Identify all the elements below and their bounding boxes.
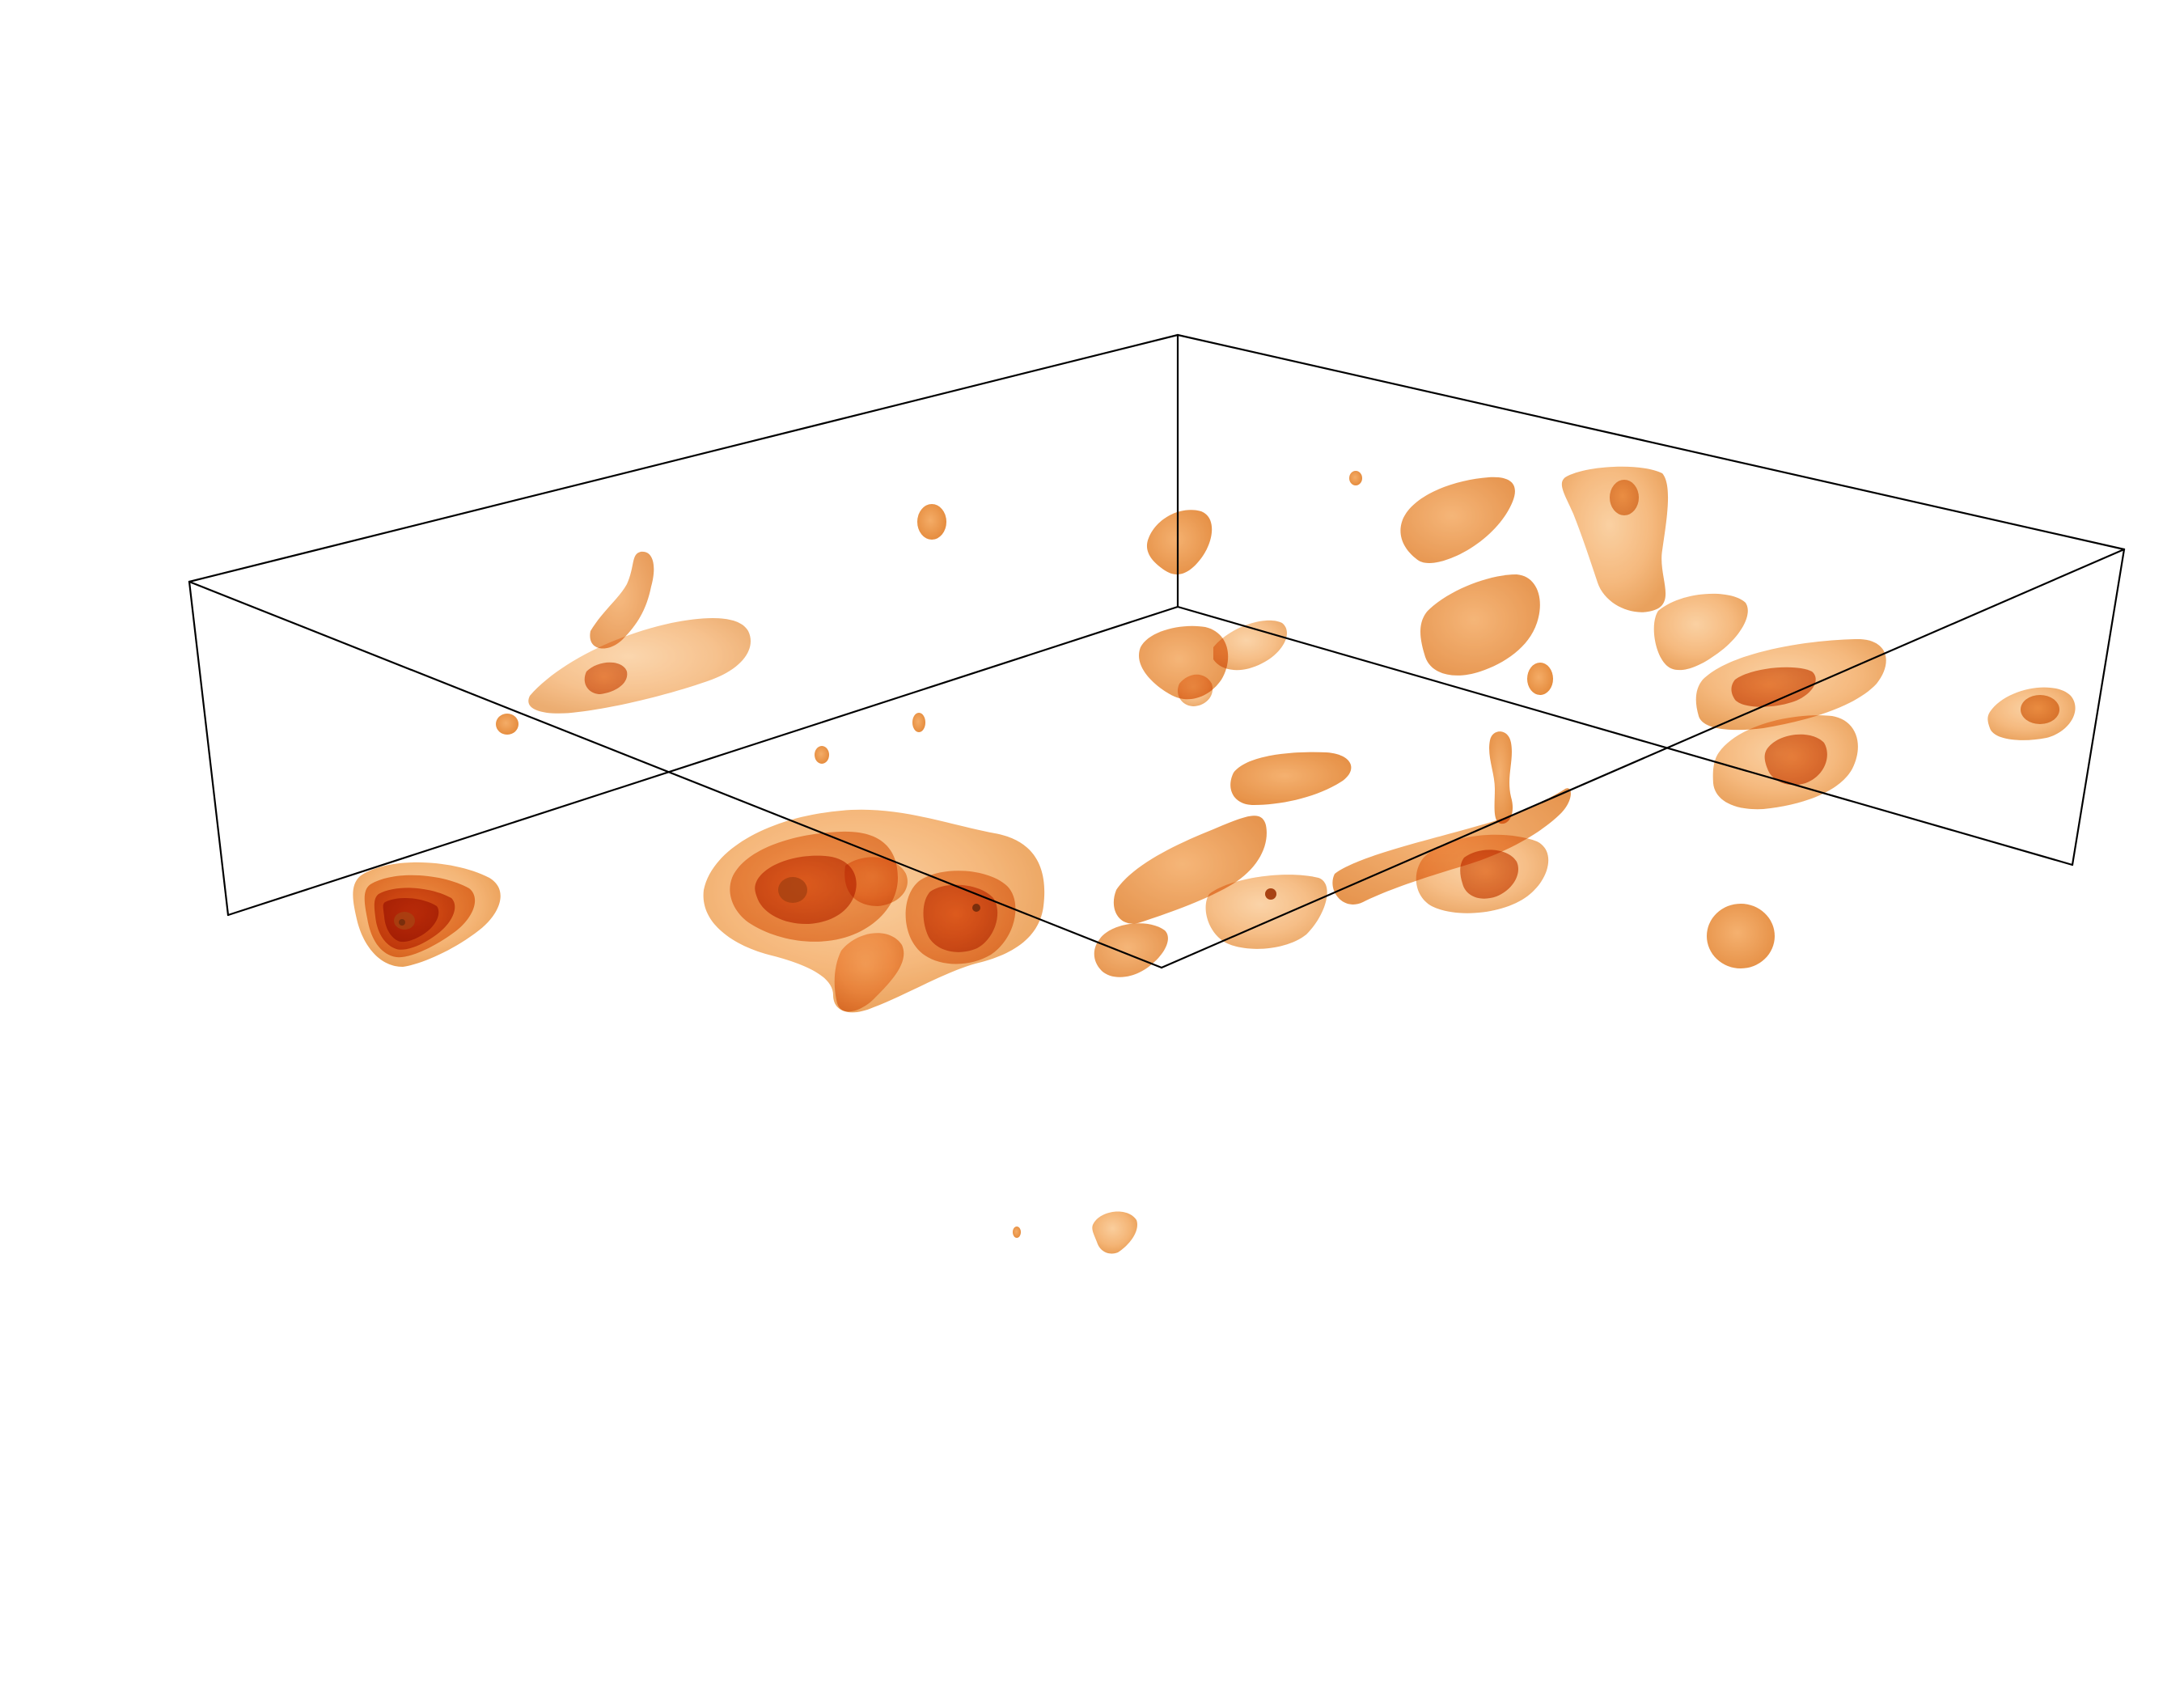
isosurface-cluster-center-right xyxy=(1094,731,1571,977)
isosurface-core xyxy=(778,877,807,903)
isosurface-cluster-upper-left xyxy=(496,551,751,735)
isosurface-core xyxy=(1265,888,1276,900)
isosurface-blob xyxy=(1213,620,1287,671)
isosurface-blob xyxy=(1653,593,1748,671)
isosurface-blob xyxy=(1349,471,1362,485)
isosurface-blob xyxy=(1764,734,1827,786)
isosurface-blob xyxy=(912,713,925,732)
isosurface-blob xyxy=(1113,816,1267,924)
isosurface-blob xyxy=(1230,752,1352,805)
isosurface-blob xyxy=(1013,1227,1021,1238)
isosurface-cluster-center-left xyxy=(703,809,1045,1013)
box-edge-back-bottom-right xyxy=(1176,605,2074,866)
isosurface-blob xyxy=(1092,1211,1137,1254)
isosurface-blob xyxy=(1205,875,1327,949)
isosurface-blob xyxy=(528,618,751,714)
isosurface-core xyxy=(2021,695,2059,724)
isosurface-blob xyxy=(815,746,829,764)
box-edge-back-top-right xyxy=(1176,333,2126,551)
isosurface-core xyxy=(1610,480,1639,515)
isosurface-blob xyxy=(1731,667,1816,707)
isosurface-blob xyxy=(1146,510,1213,574)
isosurface-blob xyxy=(1420,574,1540,676)
box-edge-back-top-left xyxy=(188,333,1179,583)
isosurface-blob xyxy=(1460,850,1519,899)
isosurface-small-blobs xyxy=(815,471,1775,1254)
isosurface-blob xyxy=(844,857,908,906)
isosurface-blob xyxy=(1094,923,1168,977)
isosurface-blob xyxy=(584,662,628,694)
isosurface-core xyxy=(972,904,980,912)
isosurface-blob xyxy=(834,933,904,1012)
box-edge-left-vertical xyxy=(188,580,230,917)
isosurface-blob xyxy=(1707,904,1775,968)
isosurface-cluster-back-top xyxy=(1139,510,1287,706)
isosurface-blob xyxy=(496,714,518,735)
isosurface-blob xyxy=(1489,731,1513,824)
isosurface-blobs xyxy=(353,466,2076,1254)
isosurface-cluster-right xyxy=(1400,466,2076,810)
box-edge-back-bottom-left xyxy=(226,605,1179,917)
isosurface-blob xyxy=(1561,466,1669,612)
isosurface-blob xyxy=(1527,663,1553,695)
box-edge-right-vertical xyxy=(2071,548,2126,866)
isosurface-blob xyxy=(923,884,998,952)
isosurface-core xyxy=(399,919,405,926)
isosurface-cluster-left xyxy=(353,862,501,967)
isosurface-blob xyxy=(1177,674,1213,706)
isosurface-blob xyxy=(590,551,654,649)
isosurface-blob xyxy=(917,504,946,540)
isosurface-blob xyxy=(1400,477,1515,564)
